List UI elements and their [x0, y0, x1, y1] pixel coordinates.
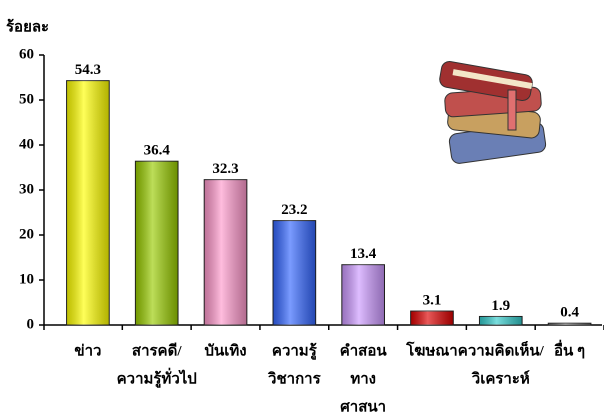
y-tick-label: 10 — [19, 271, 34, 287]
value-label: 32.3 — [212, 161, 238, 177]
y-tick-label: 0 — [27, 316, 35, 332]
x-tick-label: ข่าว — [74, 342, 101, 359]
x-tick-label: สารคดี/ — [132, 342, 182, 359]
y-tick-label: 50 — [19, 91, 34, 107]
value-label: 0.4 — [560, 305, 579, 321]
x-tick-label: โฆษณา — [405, 340, 457, 359]
x-tick-label: วิชาการ — [267, 369, 321, 387]
bar-shade — [341, 264, 385, 325]
value-label: 54.3 — [75, 62, 101, 78]
bar-shade — [204, 179, 247, 325]
x-tick-label: บันเทิง — [204, 341, 246, 359]
y-tick-label: 20 — [19, 226, 34, 242]
bar-shade — [135, 161, 179, 325]
bar-shade — [548, 323, 591, 325]
x-tick-label: ความรู้ทั่วไป — [117, 367, 197, 388]
value-label: 1.9 — [491, 298, 510, 314]
bar-shade — [410, 311, 454, 325]
books-clipart — [439, 60, 547, 164]
x-tick-label: ความคิดเห็น/ — [458, 340, 545, 359]
x-tick-label: วิเคราะห์ — [471, 369, 530, 387]
bar-shade — [273, 220, 316, 325]
bar-shade — [479, 316, 523, 325]
x-tick-label: อื่น ๆ — [554, 339, 585, 359]
bar-shade — [66, 80, 110, 326]
y-tick-label: 60 — [19, 46, 34, 62]
value-label: 3.1 — [423, 292, 442, 308]
value-label: 13.4 — [350, 246, 377, 262]
value-label: 36.4 — [144, 143, 171, 159]
x-tick-label: ความรู้ — [272, 342, 318, 360]
y-axis-label: ร้อยละ — [6, 18, 49, 35]
y-tick-label: 40 — [19, 136, 34, 152]
y-tick-label: 30 — [19, 181, 34, 197]
x-tick-label: ทาง — [350, 371, 376, 387]
value-label: 23.2 — [281, 202, 307, 218]
x-tick-label: ศาสนา — [340, 399, 386, 415]
x-tick-label: คำสอน — [340, 342, 388, 359]
